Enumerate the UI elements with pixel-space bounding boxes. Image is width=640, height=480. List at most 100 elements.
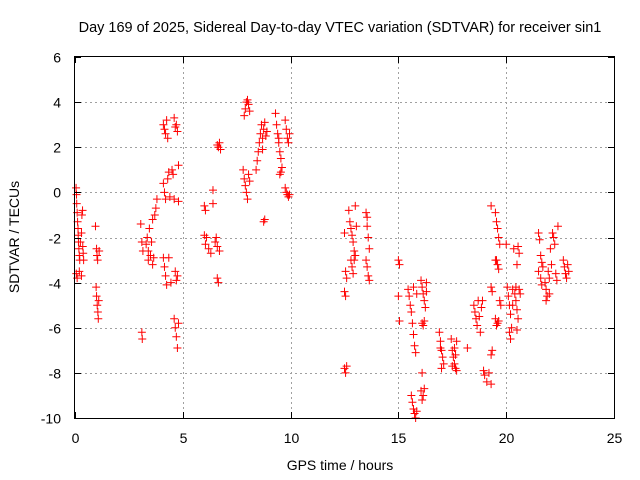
data-point — [563, 260, 572, 269]
data-point — [362, 208, 371, 217]
data-point — [94, 314, 103, 323]
data-point — [437, 346, 446, 355]
data-point — [144, 256, 153, 265]
data-point — [420, 296, 429, 305]
data-point — [479, 366, 488, 375]
data-point — [274, 134, 283, 143]
data-point — [143, 233, 152, 242]
data-point — [285, 129, 294, 138]
data-point — [172, 276, 181, 285]
data-point — [240, 111, 249, 120]
data-point — [79, 256, 88, 265]
data-point — [284, 138, 293, 147]
data-point — [77, 271, 86, 280]
data-point — [173, 127, 182, 136]
data-point — [477, 303, 486, 312]
data-point — [350, 256, 359, 265]
data-point — [149, 253, 158, 262]
data-point — [409, 283, 418, 292]
data-point — [515, 249, 524, 258]
data-point — [410, 409, 419, 418]
y-tick-label: 4 — [53, 95, 61, 111]
data-point — [394, 292, 403, 301]
data-point — [538, 262, 547, 271]
data-point — [437, 364, 446, 373]
data-point — [252, 165, 261, 174]
data-point — [548, 228, 557, 237]
data-point — [492, 217, 501, 226]
data-point — [151, 204, 160, 213]
data-point — [512, 260, 521, 269]
data-point — [436, 344, 445, 353]
data-point — [451, 350, 460, 359]
data-point — [536, 274, 545, 283]
data-point — [545, 274, 554, 283]
data-point — [340, 228, 349, 237]
data-point — [506, 310, 515, 319]
data-point — [136, 219, 145, 228]
data-point — [163, 134, 172, 143]
data-point — [492, 321, 501, 330]
data-point — [173, 344, 182, 353]
data-point — [447, 335, 456, 344]
data-point — [494, 265, 503, 274]
data-point — [541, 278, 550, 287]
data-point — [79, 249, 88, 258]
data-point — [553, 222, 562, 231]
data-point — [214, 278, 223, 287]
data-point — [283, 134, 292, 143]
data-point — [271, 109, 280, 118]
x-axis-title: GPS time / hours — [287, 457, 394, 473]
data-point — [420, 316, 429, 325]
data-point — [285, 190, 294, 199]
data-point — [261, 131, 270, 140]
data-point — [273, 129, 282, 138]
data-point — [364, 233, 373, 242]
data-point — [94, 296, 103, 305]
data-point — [281, 116, 290, 125]
data-point — [469, 301, 478, 310]
data-point — [350, 247, 359, 256]
data-point — [476, 328, 485, 337]
data-point — [542, 296, 551, 305]
data-point — [562, 274, 571, 283]
x-tick-label: 25 — [607, 430, 623, 446]
y-tick-label: -8 — [49, 366, 62, 382]
data-point — [201, 240, 210, 249]
data-point — [244, 100, 253, 109]
data-point — [256, 129, 265, 138]
data-point — [352, 222, 361, 231]
data-point — [408, 398, 417, 407]
data-point — [395, 316, 404, 325]
data-point — [549, 233, 558, 242]
data-point — [463, 344, 472, 353]
data-point — [394, 256, 403, 265]
data-point — [502, 240, 511, 249]
data-point — [395, 260, 404, 269]
data-point — [422, 287, 431, 296]
data-point — [407, 307, 416, 316]
data-point — [262, 127, 271, 136]
data-point — [509, 244, 518, 253]
data-point — [201, 206, 210, 215]
data-point — [546, 244, 555, 253]
y-tick-label: -4 — [49, 276, 62, 292]
data-point — [448, 362, 457, 371]
x-tick-label: 15 — [391, 430, 407, 446]
data-point — [160, 125, 169, 134]
data-point — [148, 260, 157, 269]
data-point — [512, 305, 521, 314]
data-point — [419, 391, 428, 400]
data-point — [241, 104, 250, 113]
data-point — [420, 384, 429, 393]
data-point — [544, 267, 553, 276]
y-tick-label: 2 — [53, 140, 61, 156]
data-point — [478, 296, 487, 305]
data-point — [365, 244, 374, 253]
data-point — [74, 224, 83, 233]
data-point — [144, 247, 153, 256]
data-point — [241, 181, 250, 190]
data-point — [75, 267, 84, 276]
data-point — [488, 287, 497, 296]
